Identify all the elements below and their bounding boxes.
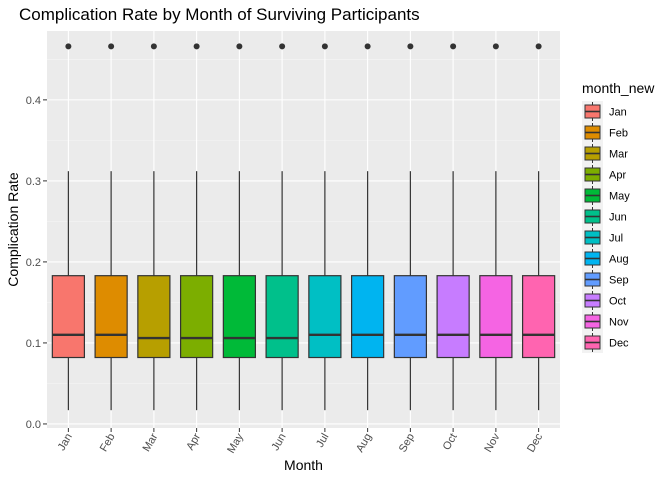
legend-item-sep: Sep	[582, 269, 629, 290]
outlier-point	[364, 43, 371, 50]
legend-label: Oct	[609, 296, 626, 308]
box-group-mar	[137, 43, 171, 411]
legend-item-dec: Dec	[582, 332, 629, 353]
box-group-may	[222, 43, 257, 411]
box-group-nov	[479, 43, 513, 411]
legend-label: Apr	[609, 170, 626, 182]
box-group-feb	[94, 43, 128, 411]
x-tick-label: Jun	[269, 432, 288, 453]
box-iqr	[222, 275, 257, 359]
x-tick-label: Oct	[441, 432, 460, 453]
legend-label: Jun	[609, 212, 627, 224]
x-tick-label: Feb	[98, 432, 118, 454]
x-tick-label: Jan	[56, 432, 75, 453]
legend-label: May	[609, 191, 630, 203]
outlier-point	[279, 43, 286, 50]
box-iqr	[137, 275, 171, 359]
legend: month_new Jan Feb Mar Apr May Jun Jul Aug Sep Oct…	[582, 80, 655, 353]
box-group-jun	[265, 43, 299, 411]
legend-item-jun: Jun	[582, 206, 627, 227]
x-tick-label: Mar	[141, 431, 161, 454]
box-iqr	[179, 275, 214, 359]
legend-label: Sep	[609, 275, 629, 287]
legend-item-jul: Jul	[582, 227, 623, 248]
box-iqr	[521, 275, 556, 359]
box-iqr	[393, 275, 428, 359]
box-group-dec	[521, 43, 556, 411]
box-iqr	[51, 275, 86, 359]
box-group-jul	[308, 43, 342, 411]
legend-item-mar: Mar	[582, 143, 628, 164]
x-axis-title: Month	[284, 457, 323, 473]
outlier-point	[65, 43, 72, 50]
y-tick-label: 0.4	[26, 95, 41, 107]
legend-item-may: May	[582, 185, 630, 206]
box-iqr	[265, 275, 299, 359]
x-tick-label: Apr	[184, 431, 203, 452]
legend-label: Nov	[609, 317, 629, 329]
outlier-point	[108, 43, 115, 50]
x-tick-label: Dec	[525, 431, 545, 454]
x-tick-label: Sep	[397, 432, 417, 455]
y-tick-label: 0.0	[26, 419, 41, 431]
y-tick-label: 0.3	[26, 176, 41, 188]
box-group-jan	[51, 43, 86, 411]
box-group-sep	[393, 43, 428, 411]
x-tick-label: Aug	[354, 432, 374, 455]
outlier-point	[450, 43, 457, 50]
box-group-aug	[350, 43, 385, 411]
box-layer	[51, 43, 556, 411]
legend-label: Dec	[609, 338, 629, 350]
y-tick-label: 0.2	[26, 257, 41, 269]
outlier-point	[535, 43, 542, 50]
outlier-point	[492, 43, 499, 50]
y-axis-title: Complication Rate	[5, 172, 21, 287]
outlier-point	[150, 43, 157, 50]
outlier-point	[236, 43, 243, 50]
box-iqr	[308, 275, 342, 359]
chart-title: Complication Rate by Month of Surviving …	[19, 5, 420, 24]
legend-label: Jul	[609, 233, 623, 245]
box-group-oct	[436, 43, 470, 411]
legend-label: Jan	[609, 107, 627, 119]
x-tick-label: Jul	[314, 432, 331, 450]
box-iqr	[436, 275, 470, 359]
legend-item-nov: Nov	[582, 311, 629, 332]
legend-item-apr: Apr	[582, 164, 626, 185]
legend-item-feb: Feb	[582, 122, 628, 143]
x-tick-label: Nov	[482, 431, 502, 454]
outlier-point	[321, 43, 328, 50]
legend-label: Feb	[609, 128, 628, 140]
legend-item-aug: Aug	[582, 248, 629, 269]
legend-label: Aug	[609, 254, 629, 266]
legend-title: month_new	[582, 80, 655, 96]
outlier-point	[407, 43, 414, 50]
box-iqr	[350, 275, 385, 359]
box-iqr	[479, 275, 513, 359]
box-group-apr	[179, 43, 214, 411]
legend-label: Mar	[609, 149, 628, 161]
box-iqr	[94, 275, 128, 359]
outlier-point	[193, 43, 200, 50]
x-axis: Jan Feb Mar Apr May Jun Jul Aug Sep Oct Nov Dec	[56, 428, 545, 455]
y-axis: 0.0 0.1 0.2 0.3 0.4	[26, 95, 47, 431]
x-tick-label: May	[225, 431, 246, 455]
plot-panel	[47, 31, 560, 428]
legend-item-jan: Jan	[582, 101, 627, 122]
legend-item-oct: Oct	[582, 290, 626, 311]
y-tick-label: 0.1	[26, 338, 41, 350]
